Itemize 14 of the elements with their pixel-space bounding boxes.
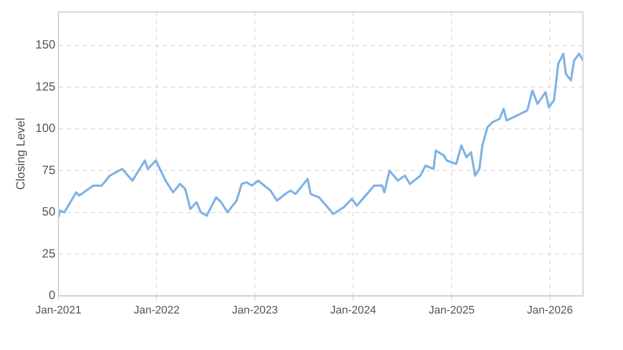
y-tick-label: 50 [42,204,56,219]
x-tick-label: Jan-2022 [134,304,180,316]
y-tick-label: 125 [35,79,56,94]
y-axis-title: Closing Level [14,118,28,190]
y-tick-label: 0 [48,288,56,302]
y-tick-label: 75 [42,162,56,177]
y-tick-label: 25 [42,246,56,260]
x-tick-label: Jan-2023 [232,304,278,316]
x-tick-label: Jan-2025 [428,304,475,316]
x-tick-label: Jan-2024 [330,304,376,316]
x-tick-label: Jan-2026 [526,304,573,316]
y-tick-label: 100 [35,121,56,136]
x-tick-label: Jan-2021 [35,304,82,316]
y-tick-label: 150 [35,38,56,52]
